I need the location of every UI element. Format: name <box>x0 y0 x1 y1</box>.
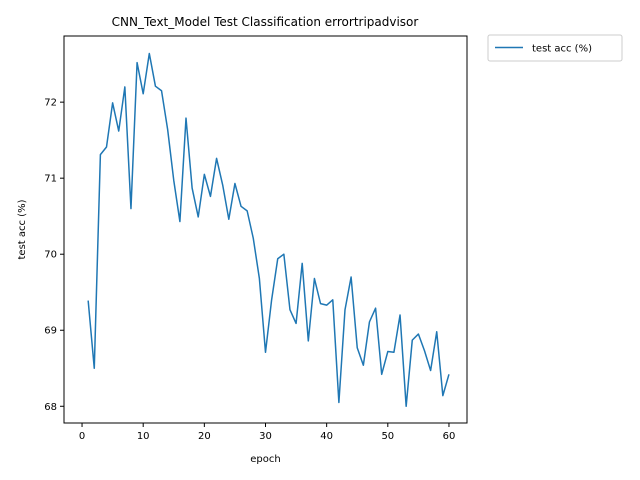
x-tick-label: 30 <box>259 431 272 442</box>
x-axis-label: epoch <box>250 454 280 465</box>
x-tick-label: 20 <box>198 431 211 442</box>
y-tick-label: 72 <box>44 98 57 109</box>
series-line <box>87 52 450 408</box>
y-tick-label: 68 <box>44 402 57 413</box>
plot-frame <box>63 35 468 424</box>
y-tick-label: 69 <box>44 326 57 337</box>
x-tick-label: 60 <box>443 431 456 442</box>
legend-label: test acc (%) <box>532 44 592 55</box>
y-tick-label: 70 <box>44 250 57 261</box>
x-tick-label: 0 <box>79 431 85 442</box>
legend: test acc (%) <box>487 34 623 62</box>
x-tick-label: 50 <box>381 431 394 442</box>
y-axis-label: test acc (%) <box>17 199 28 259</box>
chart-title: CNN_Text_Model Test Classification error… <box>112 15 419 29</box>
x-tick-label: 10 <box>137 431 150 442</box>
plot-area: 0 10 20 30 40 50 60 68 69 70 71 72 <box>44 52 456 442</box>
legend-box <box>487 34 623 62</box>
x-tick-label: 40 <box>320 431 333 442</box>
y-tick-label: 71 <box>44 174 57 185</box>
